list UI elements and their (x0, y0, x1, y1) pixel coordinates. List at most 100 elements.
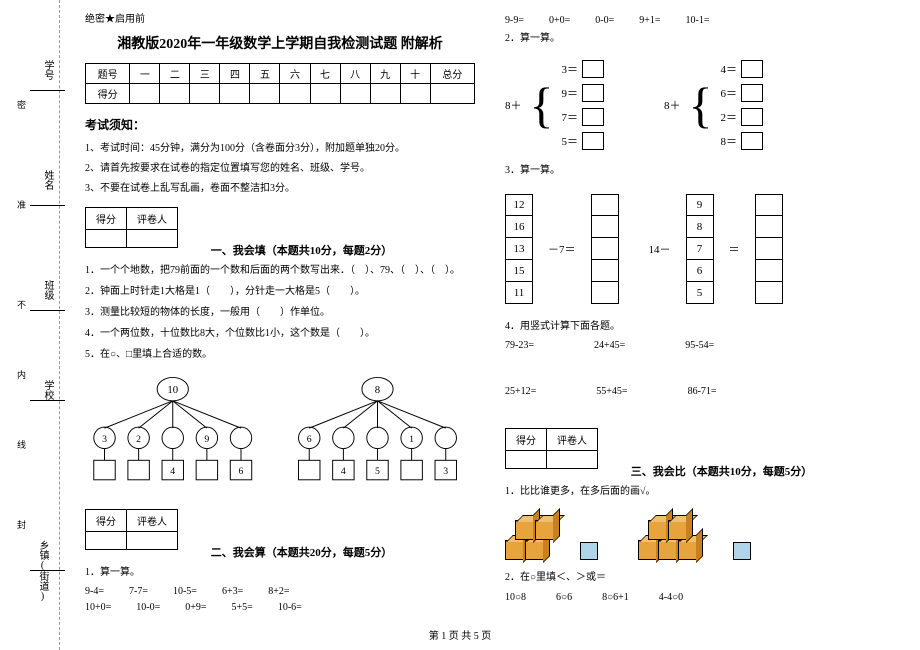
score-header: 十 (400, 64, 430, 84)
calc-item: 10-1= (686, 15, 710, 26)
q2-1: 1．算一算。 (85, 565, 475, 581)
score-cell[interactable] (340, 84, 370, 104)
vertical-calc-2: 14－ 9 8 7 6 5 ＝ (649, 194, 783, 304)
compare-checkbox[interactable] (580, 542, 598, 560)
answer-box[interactable] (741, 108, 763, 126)
answer-cell[interactable] (755, 260, 783, 282)
svg-text:2: 2 (136, 434, 141, 445)
calc-item: 95-54= (685, 340, 714, 351)
brace-item: 5＝ (562, 133, 579, 149)
calc-item: 9-9= (505, 15, 524, 26)
score-header: 六 (280, 64, 310, 84)
left-brace-icon: { (530, 80, 554, 130)
score-header: 四 (220, 64, 250, 84)
score-box-cell[interactable] (506, 451, 547, 469)
right-column: 9-9= 0+0= 0-0= 9+1= 10-1= 2．算一算。 8＋ { 3＝… (490, 10, 910, 640)
score-cell[interactable] (250, 84, 280, 104)
score-box-cell[interactable] (547, 451, 598, 469)
q1-1: 1．一个个地数，把79前面的一个数和后面的两个数写出来．（ ）、79、（ ）、（… (85, 263, 475, 279)
brace-item: 8＝ (721, 133, 738, 149)
calc-item: 24+45= (594, 340, 625, 351)
section2-score-box: 得分 评卷人 (85, 509, 178, 550)
blocks-group-1 (505, 510, 565, 560)
answer-cell[interactable] (755, 194, 783, 216)
svg-text:5: 5 (375, 466, 380, 477)
svg-text:4: 4 (170, 466, 175, 477)
brace-item: 2＝ (721, 109, 738, 125)
answer-box[interactable] (582, 132, 604, 150)
brace-item: 4＝ (721, 61, 738, 77)
margin-line (30, 90, 65, 91)
score-header: 三 (190, 64, 220, 84)
section2-title: 二、我会算（本题共20分，每题5分） (211, 547, 393, 559)
score-cell[interactable] (130, 84, 160, 104)
q2-2: 2．算一算。 (505, 31, 895, 47)
answer-cell[interactable] (755, 282, 783, 304)
answer-cell[interactable] (591, 238, 619, 260)
calc-item: 9-4= (85, 586, 104, 597)
q4-row2: 25+12= 55+45= 86-71= (505, 386, 895, 397)
exam-notes-heading: 考试须知： (85, 116, 475, 133)
answer-box[interactable] (741, 132, 763, 150)
score-cell[interactable] (430, 84, 474, 104)
score-box-cell[interactable] (86, 230, 127, 248)
score-cell[interactable] (190, 84, 220, 104)
answer-cell[interactable] (755, 238, 783, 260)
margin-char-2: 准 (15, 200, 28, 209)
q1-2: 2．钟面上时针走1大格是1（ ），分针走一大格是5（ ）。 (85, 284, 475, 300)
vertical-calc-1: 12 16 13 15 11 －7＝ (505, 194, 619, 304)
blocks-group-2 (638, 510, 718, 560)
answer-box[interactable] (741, 84, 763, 102)
answer-cell[interactable] (591, 260, 619, 282)
score-box-cell[interactable] (86, 532, 127, 550)
calc-item: 86-71= (688, 386, 717, 397)
brace-prefix: 8＋ (664, 97, 681, 113)
calc-item: 8+2= (268, 586, 289, 597)
score-cell[interactable] (280, 84, 310, 104)
compare-checkbox[interactable] (733, 542, 751, 560)
score-cell[interactable] (160, 84, 190, 104)
svg-text:8: 8 (375, 384, 380, 396)
section1-score-box: 得分 评卷人 (85, 207, 178, 248)
brace-calc-1: 8＋ { 3＝ 9＝ 7＝ 5＝ (505, 60, 604, 150)
q3-1: 1．比比谁更多，在多后面的画√。 (505, 484, 895, 500)
score-cell[interactable] (400, 84, 430, 104)
q2-3: 3．算一算。 (505, 163, 895, 179)
compare-item: 6○6 (556, 592, 572, 603)
score-cell[interactable] (310, 84, 340, 104)
answer-cell[interactable] (755, 216, 783, 238)
svg-text:4: 4 (341, 466, 346, 477)
margin-label-class: 班级 (40, 280, 55, 300)
answer-box[interactable] (582, 60, 604, 78)
score-box-label: 评卷人 (127, 208, 178, 230)
score-box-cell[interactable] (127, 532, 178, 550)
vcell: 12 (505, 194, 533, 216)
compare-item: 4-4○0 (659, 592, 683, 603)
q1-4: 4．一个两位数，十位数比8大，个位数比1小，这个数是（ ）。 (85, 326, 475, 342)
answer-cell[interactable] (591, 194, 619, 216)
score-box-label: 评卷人 (127, 510, 178, 532)
page-footer: 第 1 页 共 5 页 (0, 627, 920, 642)
answer-cell[interactable] (591, 282, 619, 304)
score-box-cell[interactable] (127, 230, 178, 248)
answer-cell[interactable] (591, 216, 619, 238)
svg-text:9: 9 (204, 434, 209, 445)
vcell: 6 (686, 260, 714, 282)
score-box-label: 评卷人 (547, 429, 598, 451)
answer-box[interactable] (582, 84, 604, 102)
brace-item: 3＝ (562, 61, 579, 77)
score-table: 题号 一 二 三 四 五 六 七 八 九 十 总分 得分 (85, 63, 475, 104)
margin-label-school: 学校 (40, 380, 55, 400)
answer-box[interactable] (741, 60, 763, 78)
q2-4: 4．用竖式计算下面各题。 (505, 319, 895, 335)
section1-title: 一、我会填（本题共10分，每题2分） (211, 245, 393, 257)
vcol-op: 14－ (649, 241, 671, 257)
score-cell[interactable] (220, 84, 250, 104)
exam-title: 湘教版2020年一年级数学上学期自我检测试题 附解析 (85, 33, 475, 53)
answer-box[interactable] (582, 108, 604, 126)
left-brace-icon: { (689, 80, 713, 130)
calc-item: 79-23= (505, 340, 534, 351)
calc-row-2: 10+0= 10-0= 0+9= 5+5= 10-6= (85, 602, 475, 613)
tree1-root: 10 (167, 384, 178, 396)
score-cell[interactable] (370, 84, 400, 104)
